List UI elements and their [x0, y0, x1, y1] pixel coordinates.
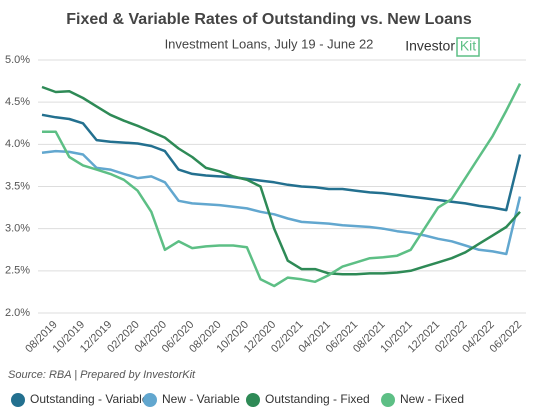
line-series [41, 149, 522, 256]
y-tick-label: 2.5% [5, 265, 30, 277]
line-series [41, 85, 521, 276]
legend-label: Outstanding - Variable [30, 392, 149, 406]
legend-swatch [11, 393, 25, 407]
logo-highlight: Kit [460, 38, 476, 54]
legend-label: Outstanding - Fixed [265, 392, 370, 406]
legend-swatch [246, 393, 260, 407]
legend-swatch [381, 393, 395, 407]
source-note: Source: RBA | Prepared by InvestorKit [8, 369, 196, 381]
y-tick-label: 3.0% [5, 223, 30, 235]
y-tick-label: 4.5% [5, 96, 30, 108]
legend-label: New - Variable [162, 392, 240, 406]
chart-subtitle: Investment Loans, July 19 - June 22 [165, 36, 374, 51]
y-tick-label: 4.0% [5, 138, 30, 150]
legend-swatch [143, 393, 157, 407]
logo-box [456, 37, 480, 57]
y-tick-label: 5.0% [5, 54, 30, 66]
legend-label: New - Fixed [400, 392, 464, 406]
line-series [41, 113, 522, 212]
chart-title: Fixed & Variable Rates of Outstanding vs… [66, 11, 472, 28]
line-series [42, 83, 522, 288]
logo-text: Investor [405, 38, 455, 54]
logo: Investor Kit [405, 37, 480, 57]
y-tick-label: 2.0% [5, 307, 30, 319]
y-tick-label: 3.5% [5, 180, 30, 192]
